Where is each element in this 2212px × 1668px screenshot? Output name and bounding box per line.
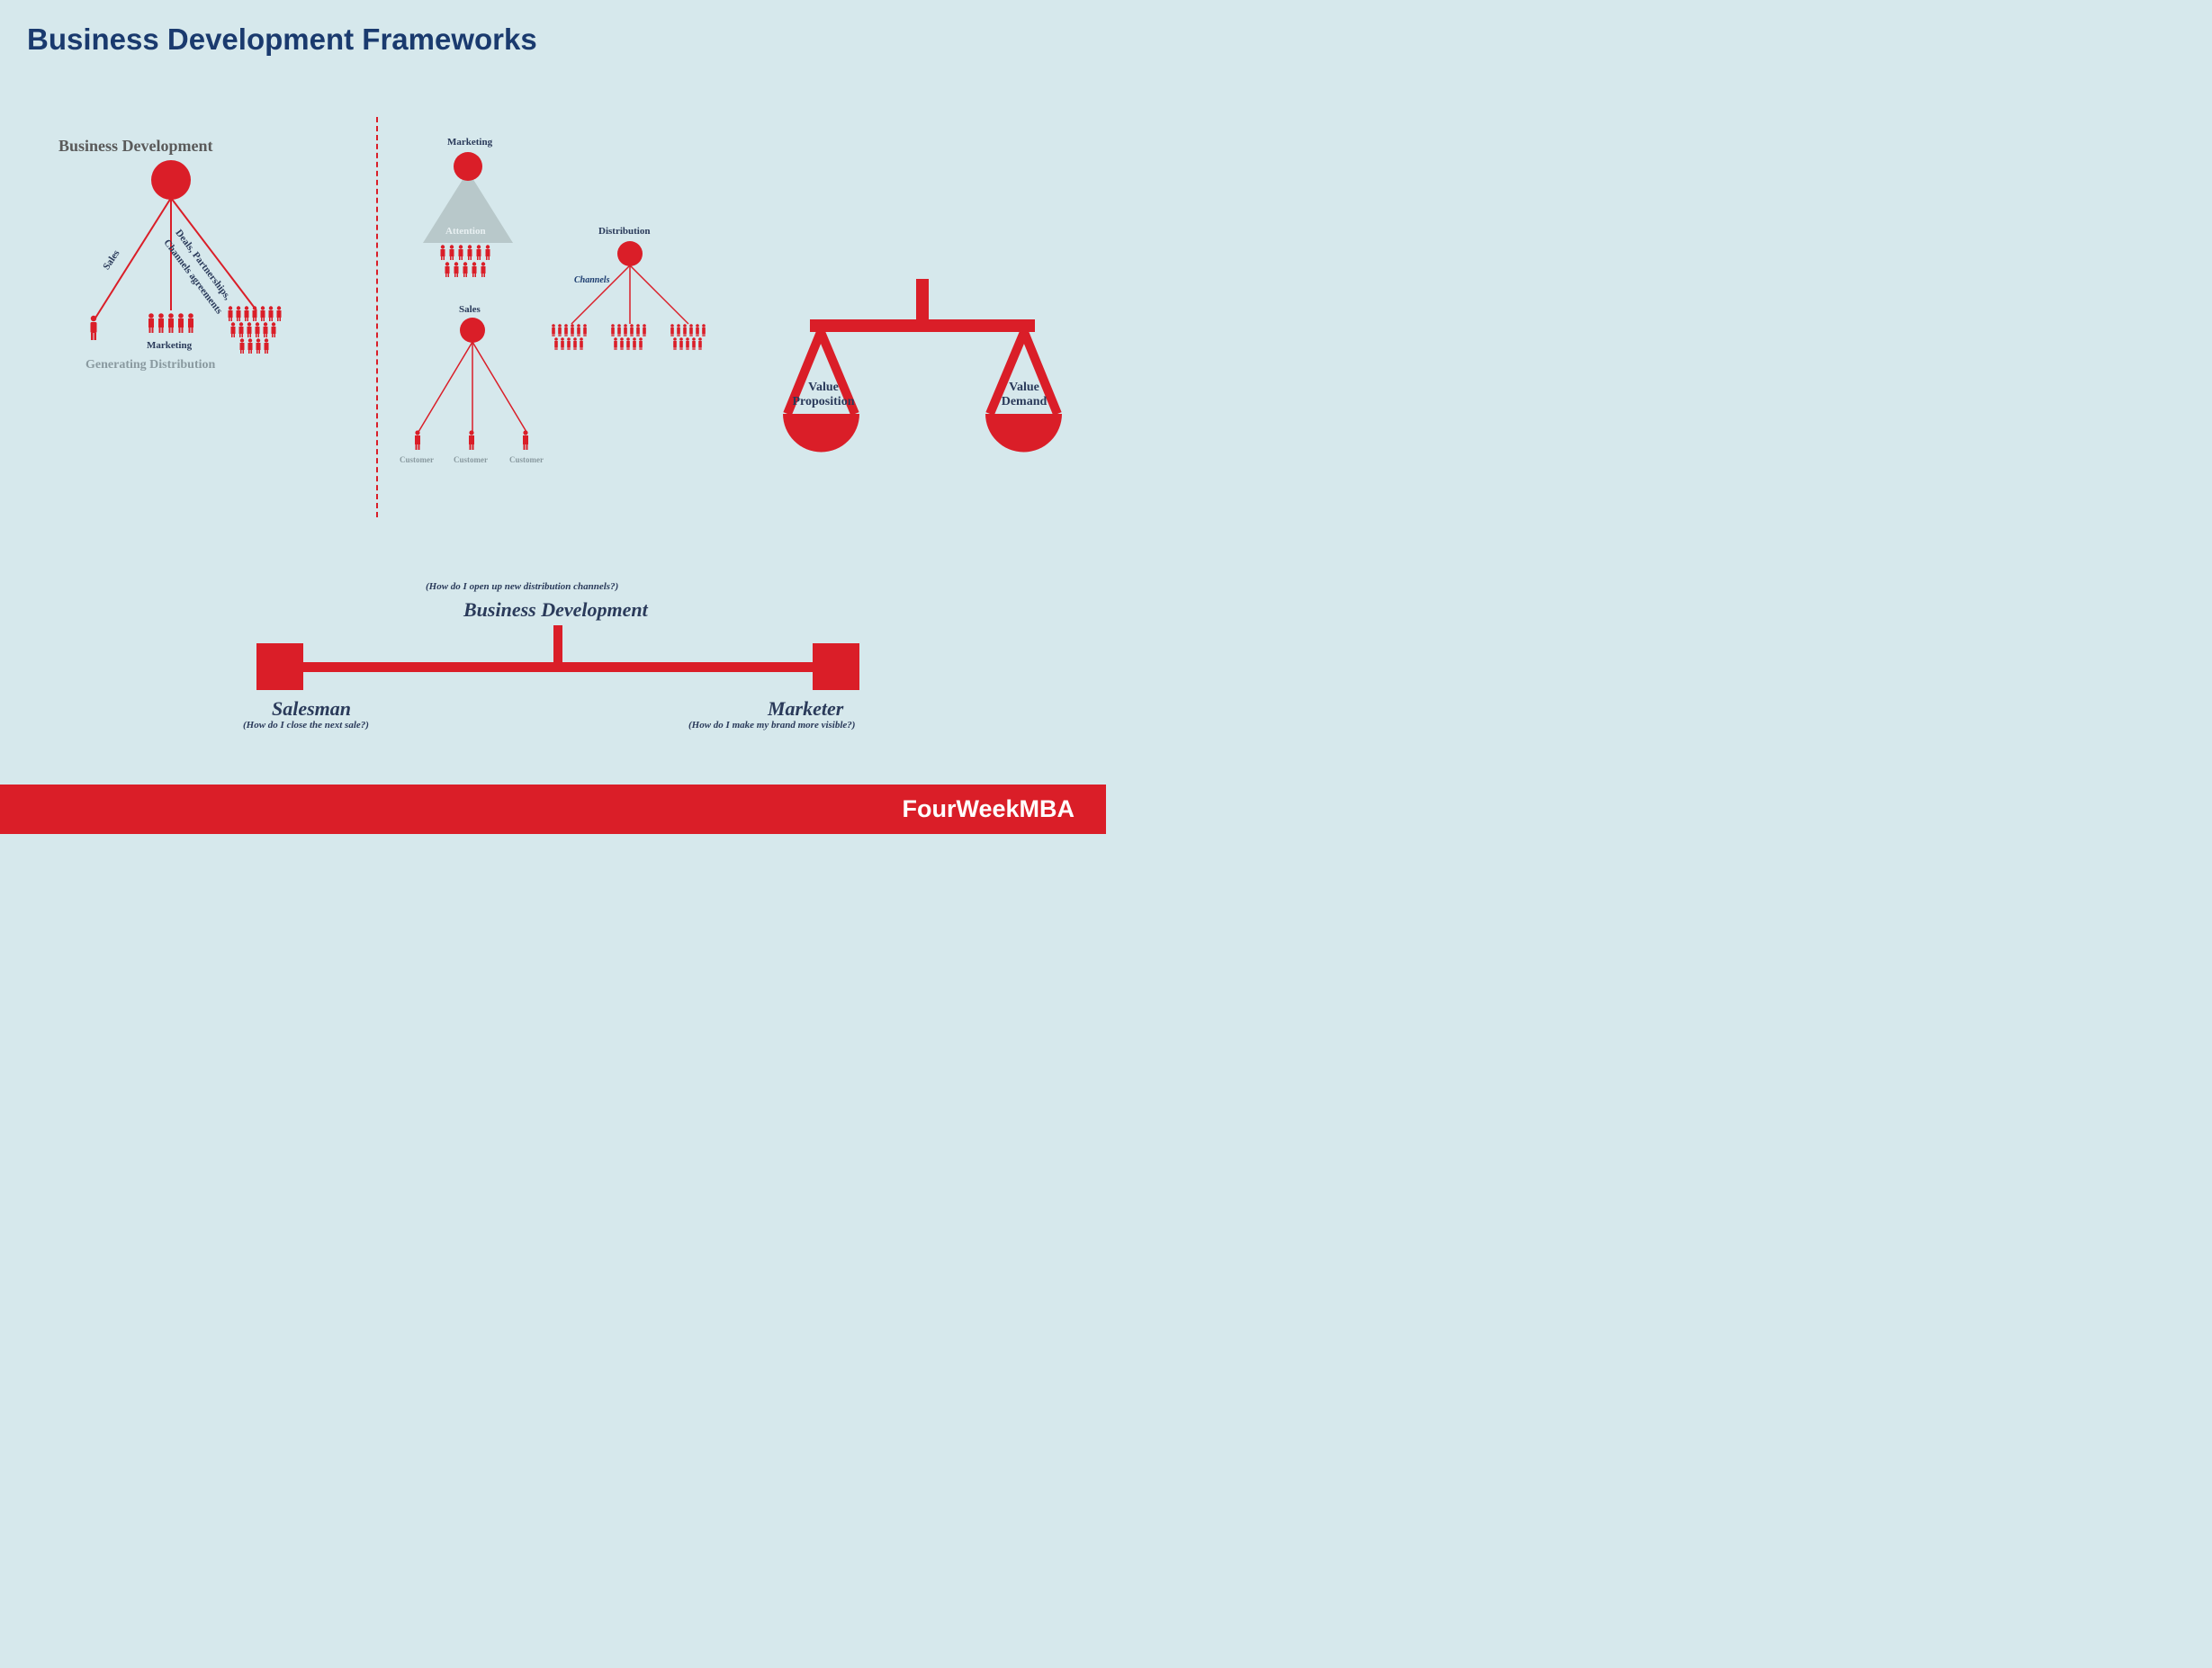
panel2-channels: Channels xyxy=(574,275,609,285)
panel2-distribution: Distribution xyxy=(598,226,650,237)
footer: FourWeekMBA xyxy=(0,785,1106,834)
bottom-right: Marketer xyxy=(768,697,843,721)
footer-text: FourWeekMBA xyxy=(902,795,1075,823)
panel2-customer2: Customer xyxy=(454,455,488,464)
panel2-sales: Sales xyxy=(459,304,481,315)
scale-icon xyxy=(783,270,1062,486)
bottom-rightQ: (How do I make my brand more visible?) xyxy=(688,720,855,731)
panel1-footer: Generating Distribution xyxy=(85,358,215,372)
panel2-attention: Attention xyxy=(445,226,486,237)
scale-right: Value Demand xyxy=(997,381,1051,409)
panel2-sales-svg xyxy=(391,315,553,468)
panel2-customer1: Customer xyxy=(400,455,434,464)
divider-dashed xyxy=(376,117,378,517)
panel1-marketing: Marketing xyxy=(147,340,192,351)
panel2-customer3: Customer xyxy=(509,455,544,464)
bottom-left: Salesman xyxy=(272,697,351,721)
bottom-center: Business Development xyxy=(463,598,648,622)
scale-left: Value Proposition xyxy=(792,381,855,409)
bottom-leftQ: (How do I close the next sale?) xyxy=(243,720,369,731)
panel2-distribution-svg xyxy=(531,238,729,364)
bottom-bar-svg xyxy=(252,621,864,702)
bottom-centerQ: (How do I open up new distribution chann… xyxy=(426,581,618,592)
panel2-marketing: Marketing xyxy=(447,137,492,148)
panel2-marketing-svg xyxy=(405,148,531,279)
page-title: Business Development Frameworks xyxy=(27,22,537,57)
